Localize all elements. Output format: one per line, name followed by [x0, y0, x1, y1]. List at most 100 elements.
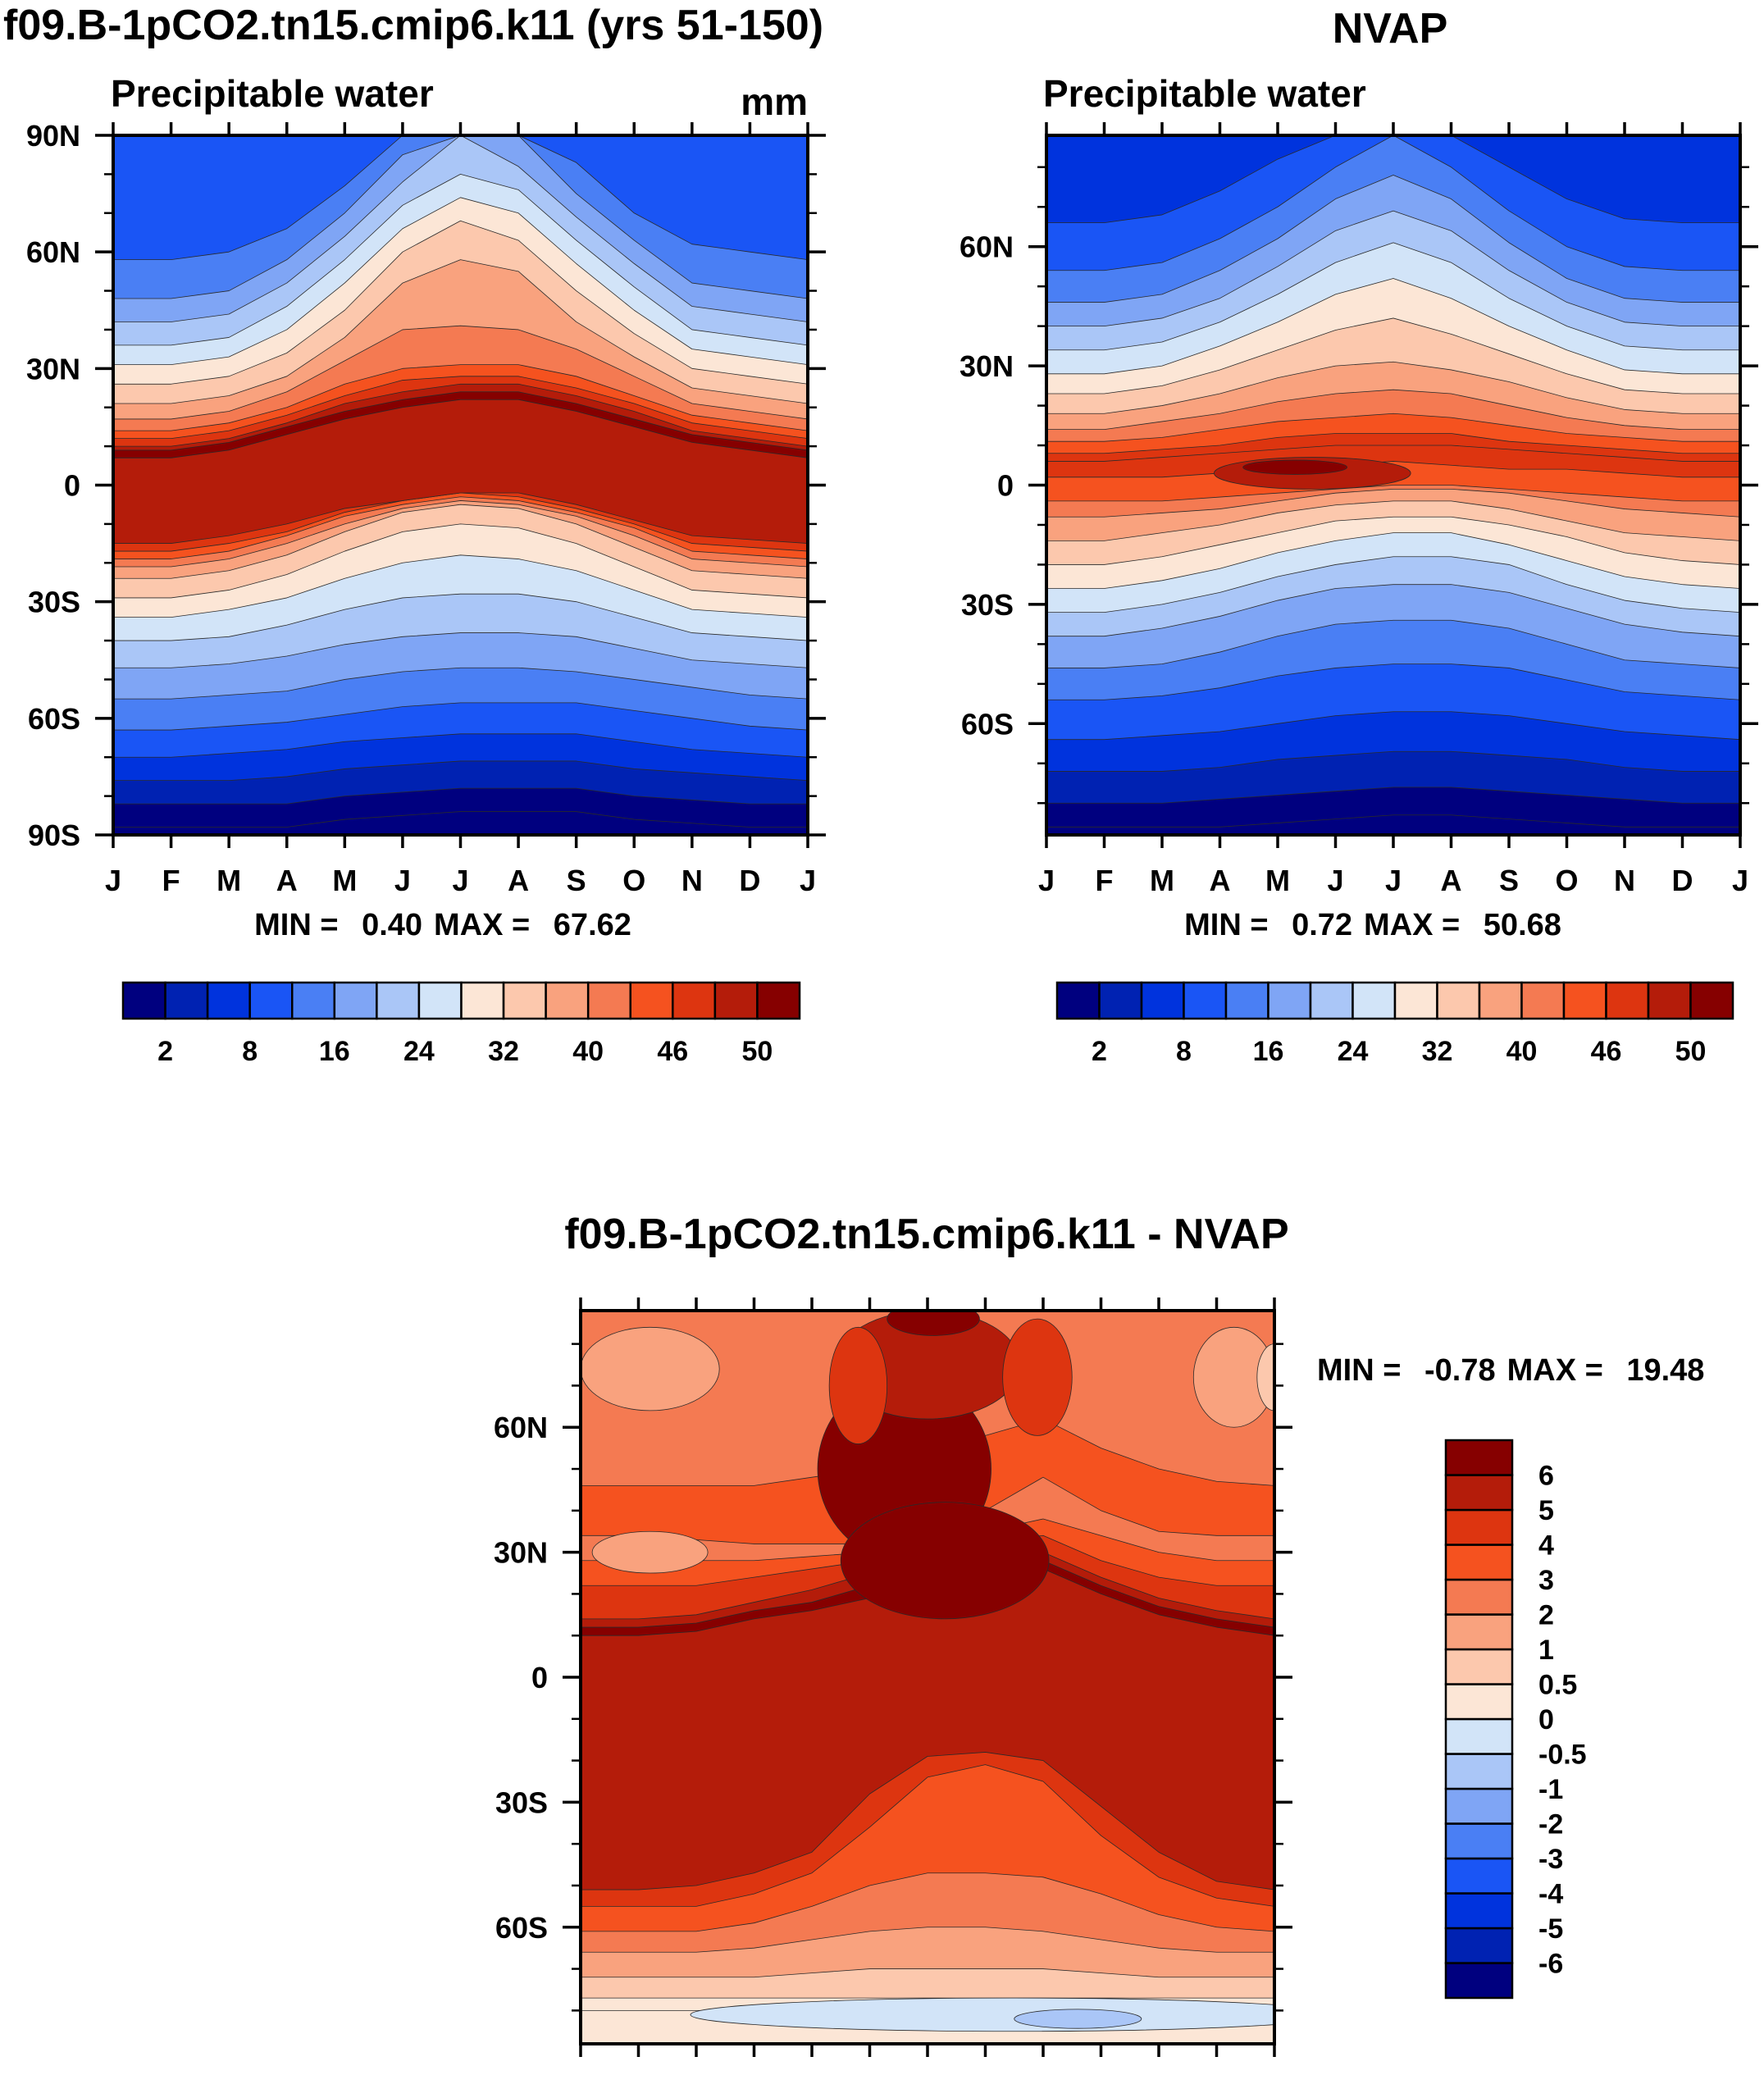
model-colorbar-swatch-1	[164, 981, 209, 1020]
model-x-tick-label-8: S	[567, 864, 586, 897]
diff-colorbar-swatch-11	[1444, 1578, 1514, 1616]
diff-colorbar-label-2: 4	[1538, 1530, 1554, 1562]
obs-colorbar-swatch-3	[1183, 981, 1228, 1020]
obs-colorbar-label-4: 32	[1422, 1036, 1453, 1067]
panel-diff-max-value: 19.48	[1626, 1353, 1704, 1388]
diff-colorbar-label-0: 6	[1538, 1461, 1554, 1492]
model-x-tick-label-10: N	[681, 864, 703, 897]
panel-model-max-value: 67.62	[554, 908, 631, 942]
obs-colorbar-swatch-2	[1140, 981, 1185, 1020]
diff-colorbar-label-4: 2	[1538, 1600, 1554, 1631]
obs-colorbar-swatch-14	[1647, 981, 1692, 1020]
obs-x-tick-label-11: D	[1672, 864, 1693, 897]
model-x-tick-label-0: J	[105, 864, 121, 897]
model-x-tick-label-5: J	[394, 864, 411, 897]
diff-colorbar-label-14: -6	[1538, 1949, 1563, 1980]
panel-model-units: mm	[741, 80, 808, 123]
panel-obs-colorbar: 2 8 16 24 32 40 46 50	[1055, 981, 1734, 1067]
panel-model-max-label: MAX =	[434, 908, 539, 942]
diff-x-tick-label-10: N	[1148, 2073, 1169, 2075]
diff-colorbar-label-9: -1	[1538, 1774, 1563, 1805]
diff-colorbar-swatch-7	[1444, 1717, 1514, 1755]
diff-x-tick-label-7: A	[975, 2073, 996, 2075]
diff-x-tick-label-6: J	[919, 2073, 936, 2075]
model-x-tick-label-1: F	[162, 864, 180, 897]
panel-model-min-max: MIN = 0.40 MAX = 67.62	[254, 908, 631, 942]
diff-colorbar-swatch-6	[1444, 1753, 1514, 1790]
model-colorbar-label-5: 40	[572, 1036, 604, 1067]
diff-y-tick-label-2: 0	[531, 1661, 548, 1694]
obs-contour-band-25	[1046, 135, 1740, 224]
panel-obs-min-value: 0.72	[1292, 908, 1352, 942]
model-x-tick-label-3: A	[276, 864, 298, 897]
diff-colorbar-swatch-2	[1444, 1892, 1514, 1930]
diff-y-tick-label-1: 30N	[494, 1536, 548, 1570]
diff-x-tick-label-12: J	[1266, 2073, 1283, 2075]
diff-contour-patch-9	[591, 1530, 709, 1574]
obs-colorbar-swatch-0	[1055, 981, 1101, 1020]
obs-y-tick-label-4: 60S	[961, 707, 1014, 741]
diff-colorbar-label-1: 5	[1538, 1495, 1554, 1526]
diff-contour-patch-11	[1014, 2009, 1142, 2029]
panel-diff-plot-area	[581, 1311, 1274, 2044]
diff-contour-patch-1	[840, 1502, 1050, 1620]
obs-x-tick-label-1: F	[1096, 864, 1114, 897]
obs-colorbar-label-2: 16	[1253, 1036, 1284, 1067]
diff-colorbar-label-3: 3	[1538, 1565, 1554, 1596]
diff-x-tick-label-9: O	[1089, 2073, 1112, 2075]
panel-diff-min-value: -0.78	[1424, 1353, 1496, 1388]
obs-colorbar-label-7: 50	[1675, 1036, 1707, 1067]
panel-diff: f09.B-1pCO2.tn15.cmip6.k11 - NVAP JFMAMJ…	[494, 1211, 1704, 2075]
diff-colorbar-swatch-9	[1444, 1648, 1514, 1685]
model-colorbar-swatch-11	[586, 981, 631, 1020]
obs-colorbar-label-3: 24	[1338, 1036, 1369, 1067]
panel-model-min-label: MIN =	[254, 908, 347, 942]
diff-x-tick-label-4: M	[800, 2073, 824, 2075]
obs-colorbar-swatch-13	[1605, 981, 1650, 1020]
panel-model-axes: J F M A M J J A S O N D J 90N 60N 30N 0 30S 60S 90S	[26, 119, 826, 897]
diff-x-tick-label-0: J	[572, 2073, 589, 2075]
model-colorbar-label-4: 32	[488, 1036, 519, 1067]
diff-contour-patch-10	[690, 1997, 1274, 2032]
model-y-tick-label-3: 0	[64, 469, 80, 503]
obs-colorbar-swatch-1	[1098, 981, 1143, 1020]
model-colorbar-swatch-0	[121, 981, 166, 1020]
obs-x-tick-label-2: M	[1150, 864, 1174, 897]
diff-colorbar-label-5: 1	[1538, 1635, 1554, 1666]
obs-x-tick-label-0: J	[1038, 864, 1055, 897]
obs-x-tick-label-7: A	[1441, 864, 1462, 897]
diff-colorbar-label-10: -2	[1538, 1809, 1563, 1840]
obs-colorbar-swatch-9	[1436, 981, 1481, 1020]
diff-x-tick-label-5: J	[861, 2073, 877, 2075]
model-colorbar-swatch-15	[756, 981, 801, 1020]
panel-diff-max-label: MAX =	[1507, 1353, 1612, 1388]
diff-y-tick-label-4: 60S	[495, 1911, 548, 1945]
diff-colorbar-swatch-0	[1444, 1962, 1514, 2000]
obs-colorbar-label-0: 2	[1092, 1036, 1107, 1067]
model-y-tick-label-1: 60N	[26, 235, 80, 269]
obs-x-tick-label-10: N	[1614, 864, 1635, 897]
panel-model: f09.B-1pCO2.tn15.cmip6.k11 (yrs 51-150) …	[3, 2, 826, 1067]
panel-obs-axes: J F M A M J J A S O N D J 60N 30N 0 30S 60S	[959, 122, 1758, 897]
model-contour-band-27	[113, 135, 808, 261]
obs-colorbar-swatch-7	[1351, 981, 1397, 1020]
obs-colorbar-swatch-15	[1689, 981, 1734, 1020]
model-colorbar-label-2: 16	[319, 1036, 350, 1067]
diff-x-tick-label-8: S	[1033, 2073, 1053, 2075]
diff-contour-patch-5	[1002, 1318, 1073, 1436]
model-colorbar-label-1: 8	[242, 1036, 258, 1067]
model-colorbar-swatch-13	[672, 981, 717, 1020]
obs-x-tick-label-5: J	[1327, 864, 1343, 897]
obs-colorbar-swatch-12	[1562, 981, 1607, 1020]
panel-obs-subtitle: Precipitable water	[1043, 72, 1366, 115]
model-x-tick-label-7: A	[508, 864, 529, 897]
obs-colorbar-label-5: 40	[1506, 1036, 1538, 1067]
diff-contour-patch-6	[581, 1326, 720, 1411]
model-y-tick-label-4: 30S	[28, 586, 80, 619]
model-colorbar-swatch-7	[417, 981, 463, 1020]
diff-colorbar-swatch-10	[1444, 1613, 1514, 1651]
diff-colorbar-label-8: -0.5	[1538, 1740, 1587, 1771]
diff-colorbar-swatch-3	[1444, 1857, 1514, 1895]
obs-colorbar-swatch-5	[1267, 981, 1312, 1020]
diff-contour-patch-4	[828, 1326, 888, 1444]
